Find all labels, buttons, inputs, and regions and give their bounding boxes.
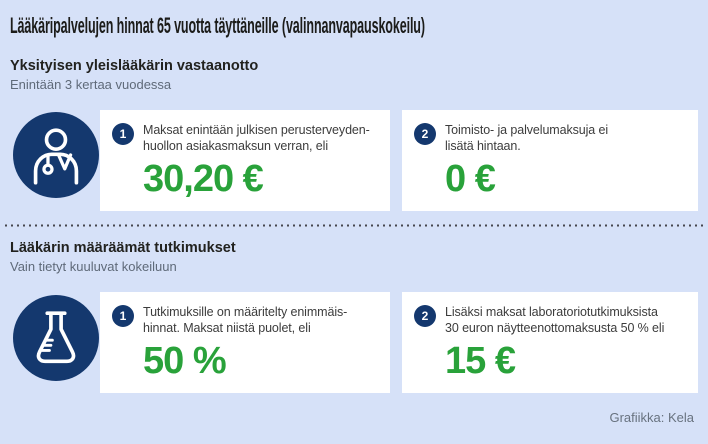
step-badge: 1 bbox=[112, 305, 134, 327]
flask-icon-glyph bbox=[36, 311, 76, 364]
card-text: Tutkimuksille on määritelty enimmäis- hi… bbox=[143, 305, 348, 335]
card-doctor-visit-price: 1 Maksat enintään julkisen perusterveyde… bbox=[100, 110, 390, 211]
flask-icon bbox=[13, 295, 99, 381]
doctor-icon bbox=[13, 112, 99, 198]
card-value: 30,20 € bbox=[143, 158, 264, 200]
card-row: 1 Tutkimuksille on määritelty enimmäis- … bbox=[112, 304, 378, 336]
step-badge: 2 bbox=[414, 305, 436, 327]
section-heading: Lääkärin määräämät tutkimukset bbox=[10, 240, 236, 256]
section-private-doctor-heading: Yksityisen yleislääkärin vastaanotto Eni… bbox=[10, 58, 258, 92]
card-no-office-fees: 2 Toimisto- ja palvelumaksuja ei lisätä … bbox=[402, 110, 698, 211]
doctor-icon-glyph bbox=[33, 128, 79, 185]
graphics-credit: Grafiikka: Kela bbox=[609, 410, 694, 425]
card-row: 2 Toimisto- ja palvelumaksuja ei lisätä … bbox=[414, 122, 686, 154]
card-value: 50 % bbox=[143, 340, 227, 382]
section-subheading: Enintään 3 kertaa vuodessa bbox=[10, 77, 172, 92]
dotted-divider bbox=[3, 224, 705, 227]
card-test-max-prices: 1 Tutkimuksille on määritelty enimmäis- … bbox=[100, 292, 390, 393]
card-row: 2 Lisäksi maksat laboratoriotutkimuksist… bbox=[414, 304, 686, 336]
card-value: 0 € bbox=[445, 158, 496, 200]
card-text: Toimisto- ja palvelumaksuja ei lisätä hi… bbox=[445, 123, 609, 153]
card-row: 1 Maksat enintään julkisen perusterveyde… bbox=[112, 122, 378, 154]
section-tests-heading: Lääkärin määräämät tutkimukset Vain tiet… bbox=[10, 240, 236, 274]
page-title: Lääkäripalvelujen hinnat 65 vuotta täytt… bbox=[10, 13, 425, 38]
section-heading: Yksityisen yleislääkärin vastaanotto bbox=[10, 58, 259, 74]
step-badge: 2 bbox=[414, 123, 436, 145]
card-text: Lisäksi maksat laboratoriotutkimuksista … bbox=[445, 305, 665, 335]
step-badge: 1 bbox=[112, 123, 134, 145]
card-value: 15 € bbox=[445, 340, 516, 382]
card-lab-sampling-fee: 2 Lisäksi maksat laboratoriotutkimuksist… bbox=[402, 292, 698, 393]
card-text: Maksat enintään julkisen perusterveyden-… bbox=[143, 123, 370, 153]
section-subheading: Vain tietyt kuuluvat kokeiluun bbox=[10, 259, 177, 274]
